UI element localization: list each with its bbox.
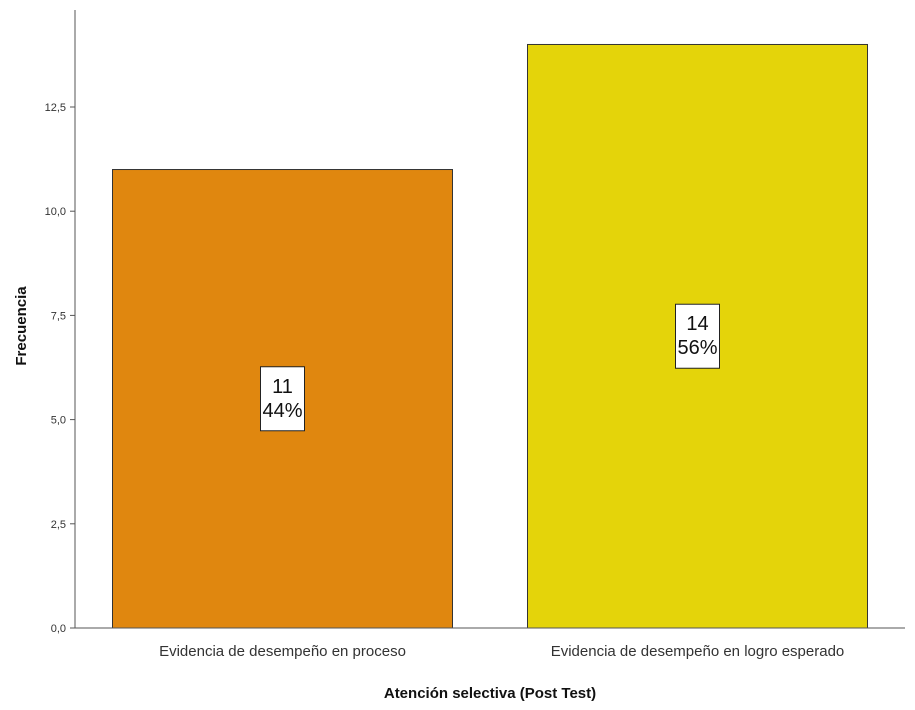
y-tick-label: 10,0 bbox=[45, 206, 66, 218]
y-tick-label: 0,0 bbox=[51, 623, 66, 635]
y-tick-label: 12,5 bbox=[45, 102, 66, 114]
x-category-label: Evidencia de desempeño en logro esperado bbox=[551, 643, 845, 660]
y-tick-label: 5,0 bbox=[51, 415, 66, 427]
y-tick-label: 7,5 bbox=[51, 310, 66, 322]
x-axis-title: Atención selectiva (Post Test) bbox=[384, 685, 596, 702]
data-label-count: 11 bbox=[272, 376, 293, 398]
y-axis: 0,0 2,5 5,0 7,5 10,0 12,5 bbox=[45, 10, 76, 635]
x-axis: Evidencia de desempeño en proceso Evidenc… bbox=[75, 627, 905, 660]
data-label-count: 14 bbox=[686, 313, 708, 335]
data-label-box bbox=[260, 366, 305, 432]
data-label-percent: 56% bbox=[677, 337, 717, 359]
data-label-percent: 44% bbox=[262, 400, 302, 422]
x-category-label: Evidencia de desempeño en proceso bbox=[159, 643, 406, 660]
bars bbox=[112, 43, 868, 629]
y-tick-label: 2,5 bbox=[51, 519, 66, 531]
data-label-box bbox=[675, 303, 720, 369]
y-axis-title: Frecuencia bbox=[13, 286, 30, 366]
